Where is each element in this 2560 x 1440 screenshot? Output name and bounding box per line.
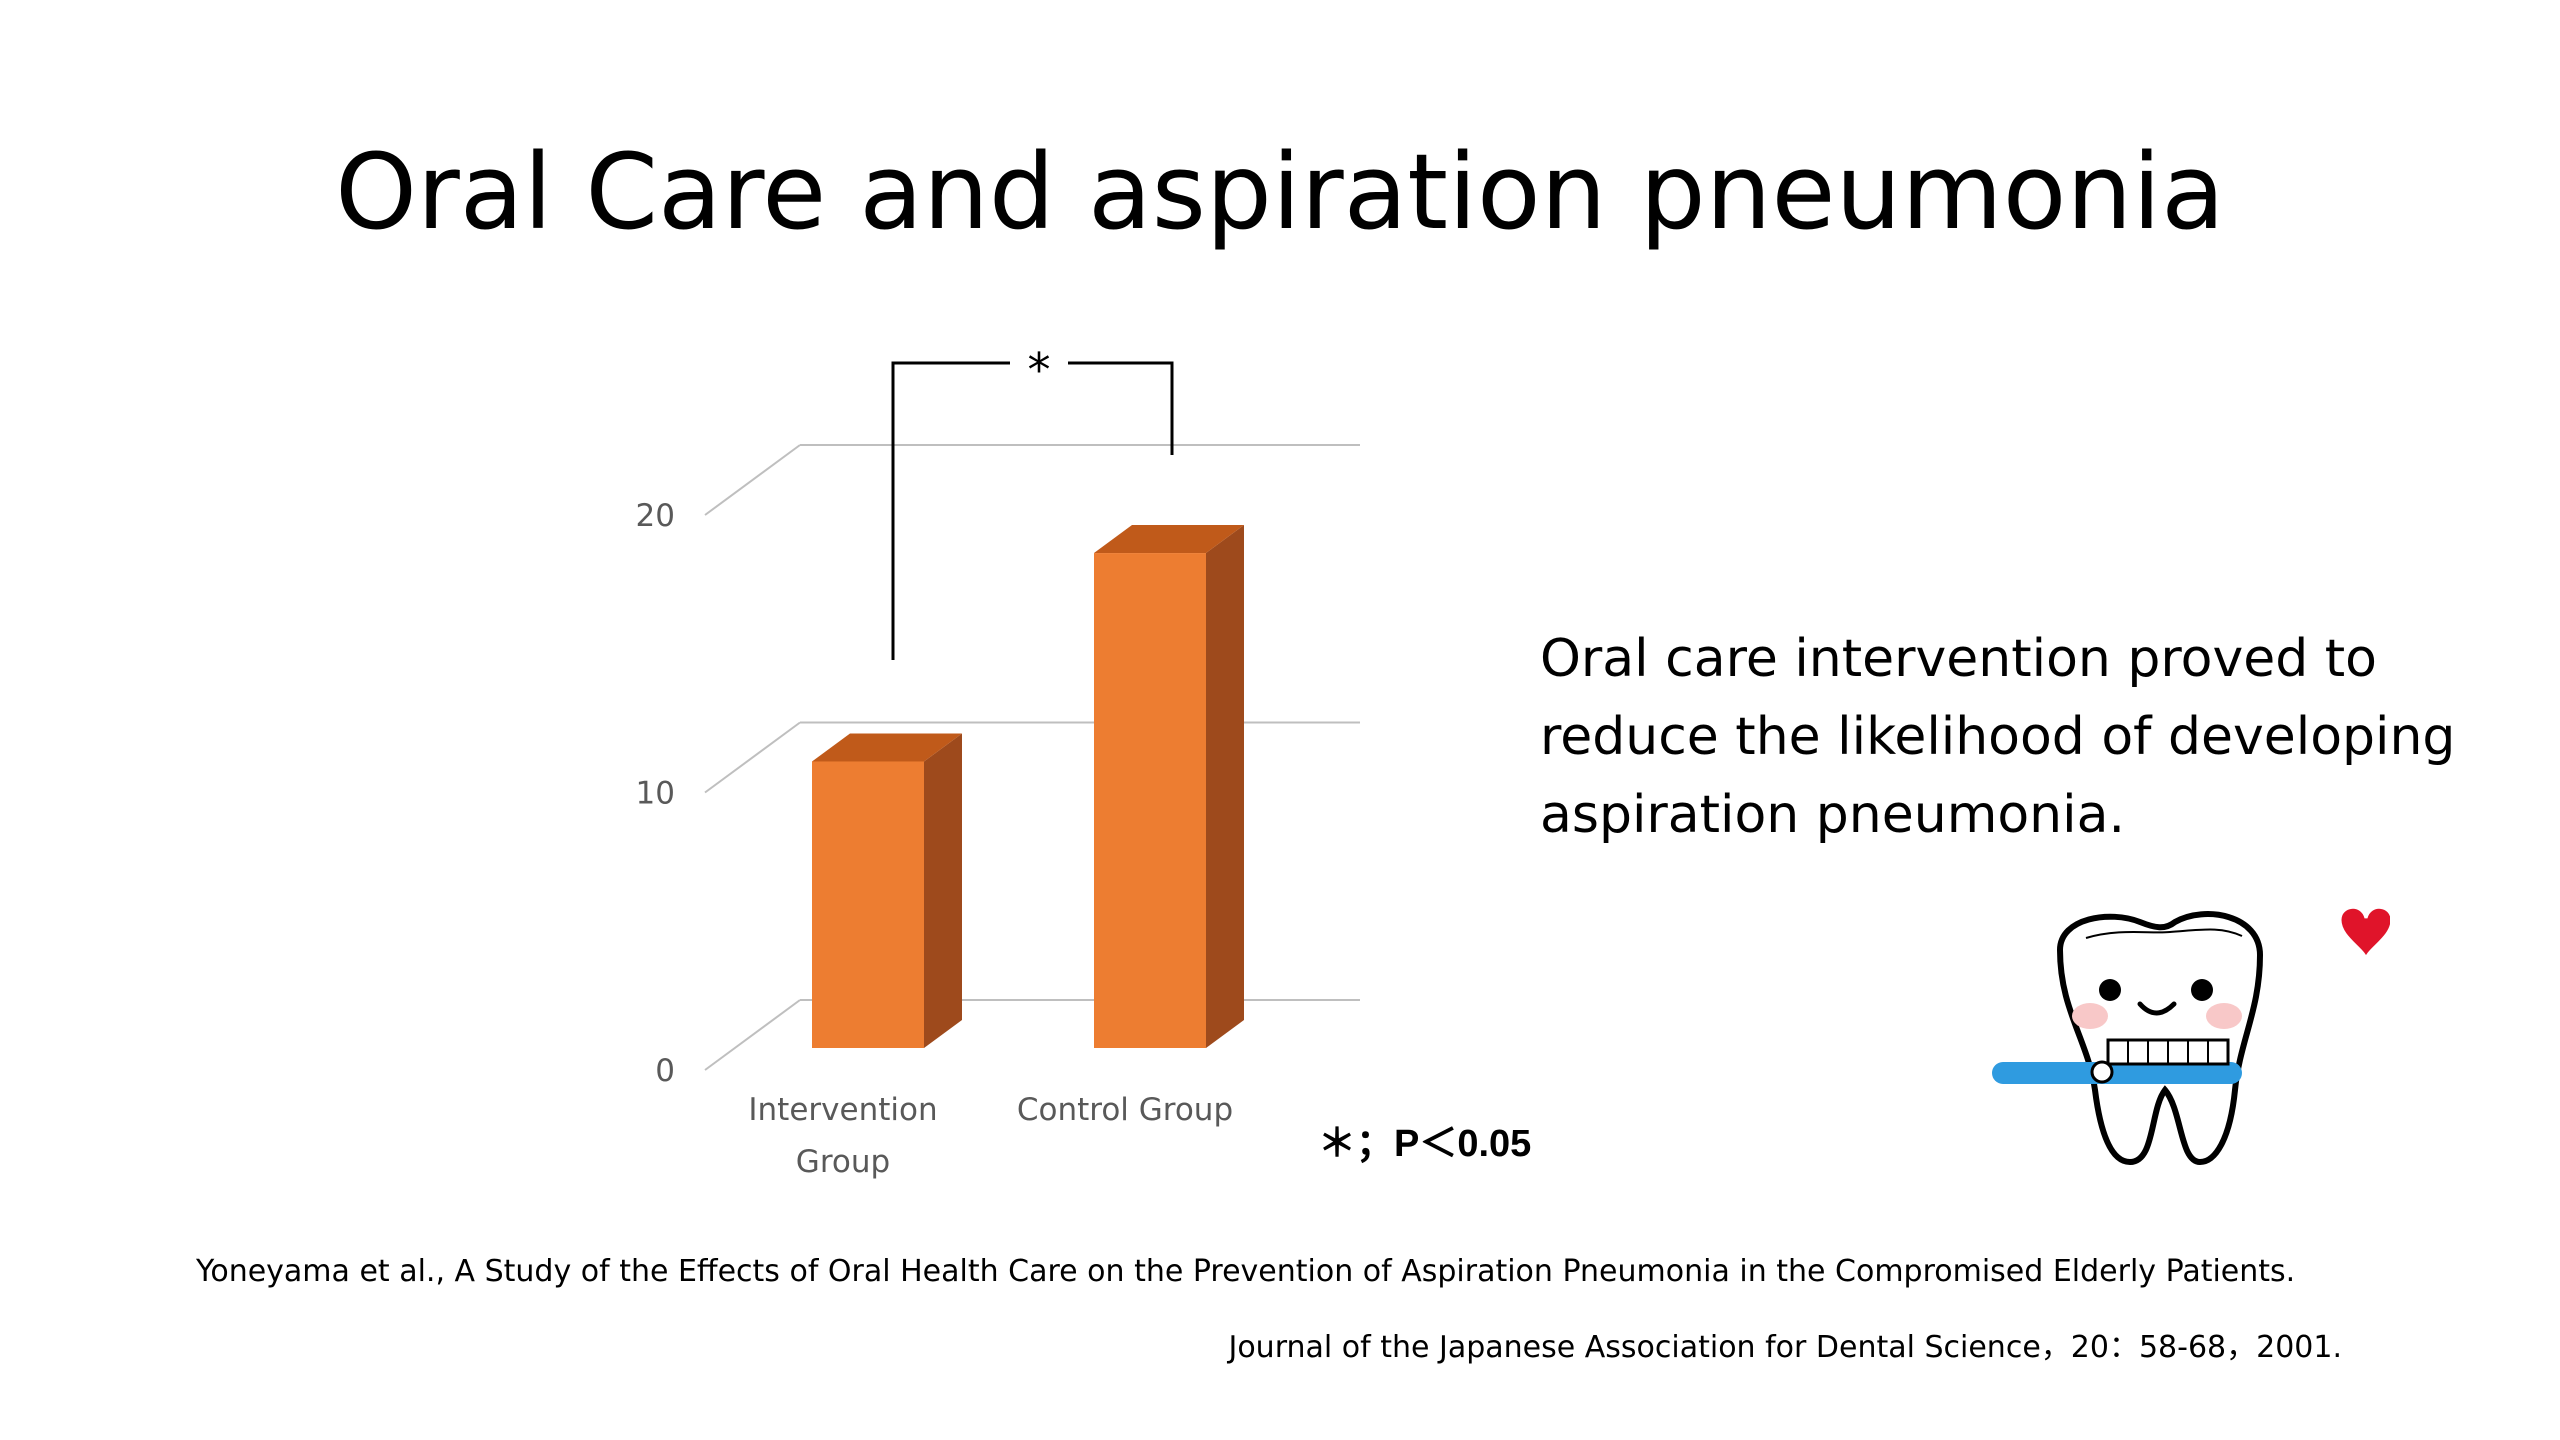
bar-top bbox=[812, 733, 962, 762]
bar-top bbox=[1094, 525, 1244, 554]
significance-note: ＊；P＜0.05 bbox=[1318, 1123, 1532, 1165]
x-category-label: Group bbox=[796, 1144, 890, 1180]
significance-bracket-line bbox=[891, 361, 1174, 660]
chart-gridlines bbox=[704, 444, 1360, 1071]
bar-side bbox=[1206, 525, 1244, 1048]
bar bbox=[812, 761, 924, 1048]
gridline-depth bbox=[704, 721, 801, 794]
y-tick-label: 20 bbox=[636, 498, 675, 534]
bar bbox=[1094, 553, 1206, 1048]
chart-bars bbox=[812, 525, 1244, 1048]
slide-title: Oral Care and aspiration pneumonia bbox=[335, 131, 2225, 253]
gridline-depth bbox=[704, 444, 801, 516]
x-category-label: Control Group bbox=[1017, 1092, 1233, 1128]
toothbrush-icon bbox=[1992, 1062, 2242, 1084]
y-tick-label: 0 bbox=[655, 1053, 675, 1089]
heart-icon bbox=[2338, 905, 2394, 961]
bar-chart: 0 10 20 Intervention Group Control Group * bbox=[636, 343, 1360, 1180]
citation-line-1: Yoneyama et al., A Study of the Effects … bbox=[196, 1254, 2296, 1289]
x-category-label: Intervention bbox=[748, 1092, 937, 1128]
tooth-outline-icon bbox=[2056, 911, 2264, 1166]
citation-line-2: Journal of the Japanese Association for … bbox=[1228, 1330, 2342, 1365]
gridline-depth bbox=[704, 999, 801, 1071]
tooth-brushing-icon bbox=[1990, 900, 2394, 1184]
significance-star: * bbox=[1028, 343, 1051, 397]
tooth-eye-right-icon bbox=[2191, 979, 2213, 1001]
tooth-eye-left-icon bbox=[2099, 979, 2121, 1001]
conclusion-text: Oral care intervention proved to reduce … bbox=[1540, 629, 2456, 845]
chart-labels: 0 10 20 Intervention Group Control Group bbox=[636, 498, 1234, 1180]
y-tick-label: 10 bbox=[636, 776, 675, 812]
bar-side bbox=[924, 733, 962, 1048]
significance-bracket: * bbox=[891, 343, 1174, 660]
